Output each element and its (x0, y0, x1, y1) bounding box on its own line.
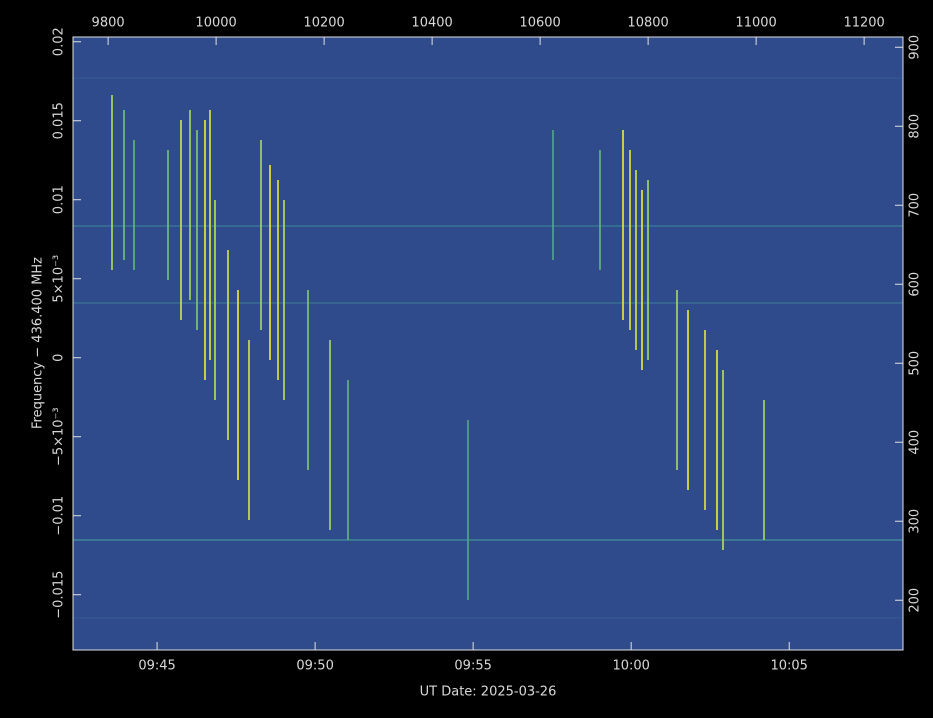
y-tick-label: 0.01 (52, 185, 67, 214)
y-tick-label: −0.015 (52, 571, 67, 619)
x2-tick-label: 10200 (303, 16, 344, 31)
y-tick-label: 5×10⁻³ (52, 255, 67, 303)
y2-tick-label: 600 (908, 272, 923, 297)
y-tick-label: −0.01 (52, 496, 67, 536)
y2-tick-label: 500 (908, 351, 923, 376)
x2-tick-label: 10400 (411, 16, 452, 31)
x-tick-label: 10:00 (612, 659, 649, 674)
plot-frame (72, 36, 904, 651)
y-axis-title: Frequency − 436.400 MHz (31, 257, 46, 429)
x2-tick-label: 10600 (519, 16, 560, 31)
streaks (111, 95, 765, 600)
y-tick-label: 0.02 (52, 27, 67, 56)
y2-tick-label: 700 (908, 193, 923, 218)
y-tick-label: 0.015 (52, 102, 67, 139)
x2-tick-label: 11000 (735, 16, 776, 31)
x-tick-label: 10:05 (770, 659, 807, 674)
x-tick-label: 09:50 (296, 659, 333, 674)
plot-area (73, 37, 903, 650)
y-tick-label: −5×10⁻³ (52, 407, 67, 466)
x2-tick-label: 10000 (195, 16, 236, 31)
y2-tick-label: 200 (908, 588, 923, 613)
spectrogram-features (73, 77, 903, 619)
x2-tick-label: 11200 (843, 16, 884, 31)
y2-tick-label: 300 (908, 509, 923, 534)
x2-tick-label: 10800 (627, 16, 668, 31)
y2-tick-label: 400 (908, 430, 923, 455)
x-axis-title: UT Date: 2025-03-26 (420, 685, 557, 700)
y2-tick-label: 800 (908, 114, 923, 139)
x-tick-label: 09:45 (138, 659, 175, 674)
y-tick-label: 0 (52, 354, 67, 362)
y2-tick-label: 900 (908, 35, 923, 60)
x2-tick-label: 9800 (92, 16, 125, 31)
x-tick-label: 09:55 (454, 659, 491, 674)
